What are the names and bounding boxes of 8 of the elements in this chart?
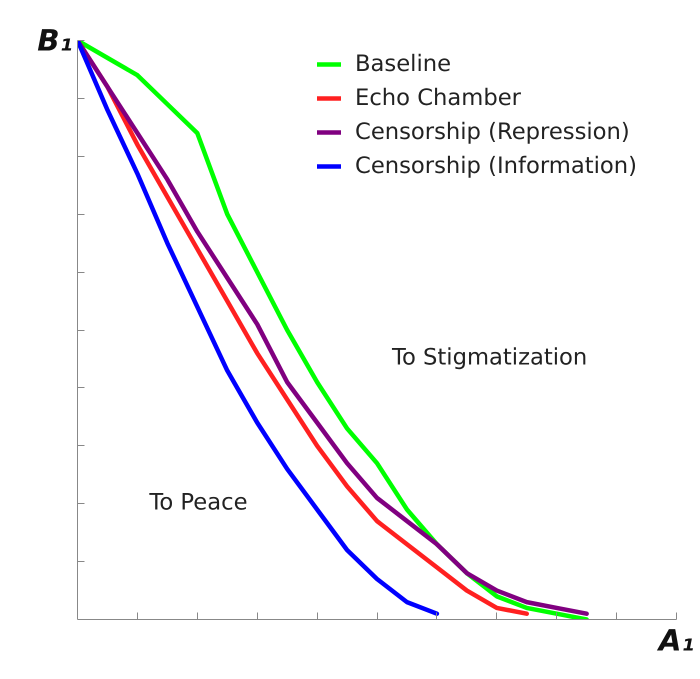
legend-label: Censorship (Information) [355, 153, 637, 179]
annotation: To Stigmatization [390, 344, 588, 371]
legend-label: Baseline [355, 51, 452, 77]
x-axis-title: A₁ [656, 624, 694, 658]
y-axis-title: B₁ [37, 24, 73, 58]
legend-label: Echo Chamber [355, 85, 521, 111]
annotation: To Peace [148, 489, 248, 516]
legend-label: Censorship (Repression) [355, 119, 630, 145]
